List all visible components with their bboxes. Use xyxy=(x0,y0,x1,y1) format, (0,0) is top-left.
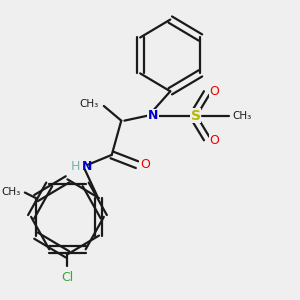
Text: Cl: Cl xyxy=(61,271,74,284)
Text: N: N xyxy=(82,160,92,173)
Text: N: N xyxy=(148,109,158,122)
Text: O: O xyxy=(210,85,220,98)
Text: H: H xyxy=(71,160,80,173)
Text: CH₃: CH₃ xyxy=(232,111,251,121)
Text: S: S xyxy=(190,109,201,123)
Text: CH₃: CH₃ xyxy=(1,187,20,196)
Text: O: O xyxy=(140,158,150,171)
Text: O: O xyxy=(210,134,220,147)
Text: CH₃: CH₃ xyxy=(80,99,99,109)
